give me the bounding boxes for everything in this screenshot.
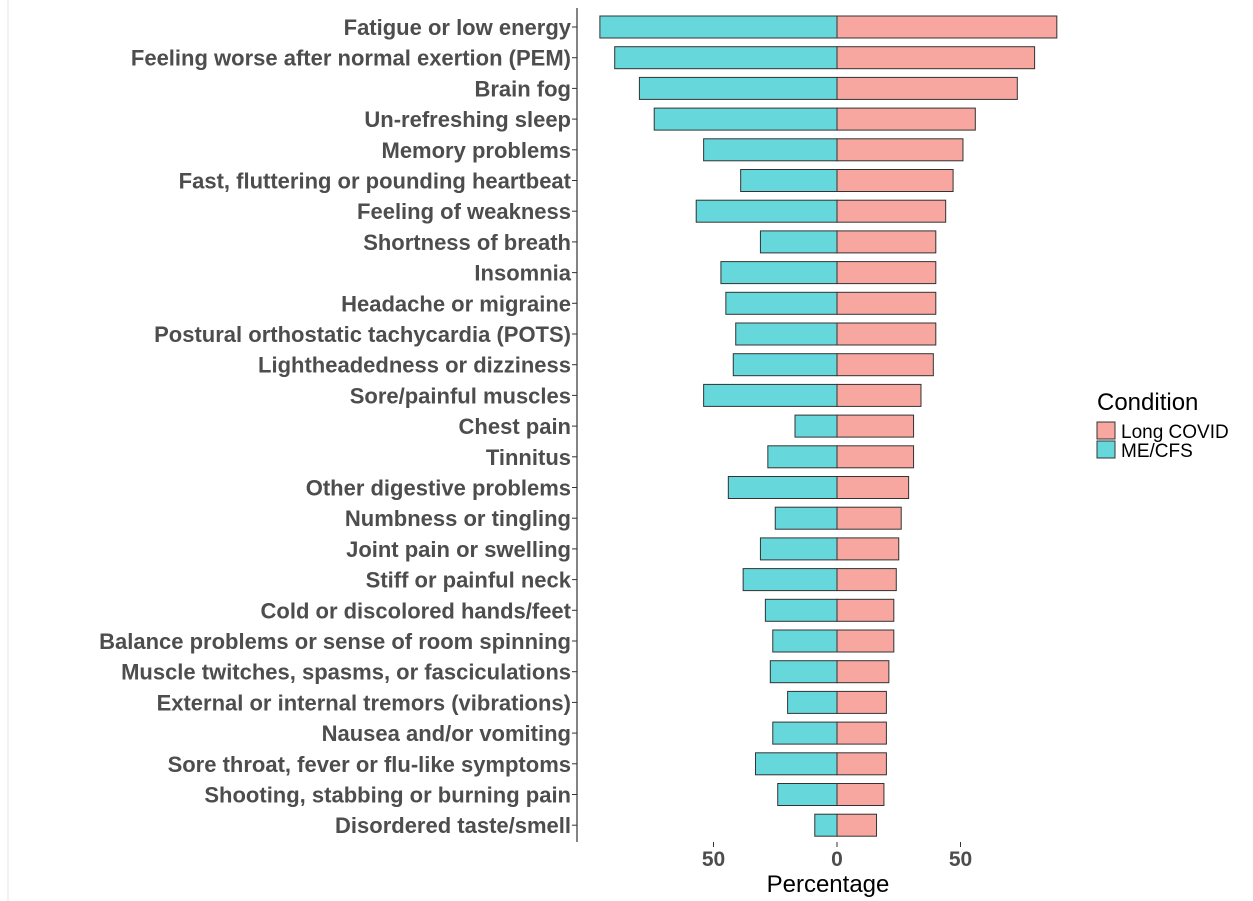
category-label-chest-pain: Chest pain bbox=[459, 414, 571, 439]
bar-long-covid-disordered-taste-smell bbox=[836, 813, 878, 837]
category-label-fast-fluttering-or-pounding-heartbeat: Fast, fluttering or pounding heartbeat bbox=[179, 169, 572, 194]
bar-me-cfs-memory-problems bbox=[703, 138, 838, 162]
category-label-lightheadedness-or-dizziness: Lightheadedness or dizziness bbox=[258, 353, 571, 378]
bar-long-covid-balance-problems-or-sense-of-room-spinning bbox=[836, 629, 895, 653]
bar-me-cfs-tinnitus bbox=[767, 445, 838, 469]
category-label-headache-or-migraine: Headache or migraine bbox=[341, 291, 571, 316]
bar-me-cfs-shortness-of-breath bbox=[759, 230, 838, 254]
bar-long-covid-un-refreshing-sleep bbox=[836, 107, 976, 131]
bar-long-covid-sore-throat-fever-or-flu-like-symptoms bbox=[836, 752, 887, 776]
category-label-sore-throat-fever-or-flu-like-symptoms: Sore throat, fever or flu-like symptoms bbox=[168, 752, 571, 777]
bar-long-covid-lightheadedness-or-dizziness bbox=[836, 353, 934, 377]
x-axis-title: Percentage bbox=[767, 871, 890, 898]
category-label-memory-problems: Memory problems bbox=[382, 138, 572, 163]
bar-me-cfs-stiff-or-painful-neck bbox=[742, 568, 838, 592]
bar-me-cfs-shooting-stabbing-or-burning-pain bbox=[777, 783, 838, 806]
bar-long-covid-external-or-internal-tremors-vibrations bbox=[836, 690, 887, 714]
category-label-feeling-of-weakness: Feeling of weakness bbox=[357, 199, 571, 224]
bar-me-cfs-feeling-of-weakness bbox=[695, 199, 838, 223]
category-label-tinnitus: Tinnitus bbox=[486, 445, 571, 470]
bar-me-cfs-headache-or-migraine bbox=[725, 291, 838, 315]
bar-me-cfs-brain-fog bbox=[638, 76, 838, 100]
category-label-nausea-and-or-vomiting: Nausea and/or vomiting bbox=[322, 721, 571, 746]
bar-me-cfs-joint-pain-or-swelling bbox=[759, 537, 838, 561]
bar-long-covid-muscle-twitches-spasms-or-fasciculations bbox=[836, 660, 890, 684]
bar-long-covid-fatigue-or-low-energy bbox=[836, 15, 1058, 39]
bar-long-covid-sore-painful-muscles bbox=[836, 383, 922, 407]
bar-me-cfs-muscle-twitches-spasms-or-fasciculations bbox=[769, 660, 838, 684]
x-axis-ticks: 50 0 50 bbox=[702, 842, 972, 871]
category-label-muscle-twitches-spasms-or-fasciculations: Muscle twitches, spasms, or fasciculatio… bbox=[121, 660, 571, 685]
legend-swatch-me-cfs bbox=[1096, 440, 1116, 459]
bar-long-covid-shooting-stabbing-or-burning-pain bbox=[836, 783, 885, 806]
bar-long-covid-stiff-or-painful-neck bbox=[836, 568, 897, 592]
bar-long-covid-feeling-worse-after-normal-exertion-pem bbox=[836, 46, 1036, 70]
category-label-joint-pain-or-swelling: Joint pain or swelling bbox=[346, 537, 571, 562]
bar-me-cfs-balance-problems-or-sense-of-room-spinning bbox=[772, 629, 838, 653]
category-label-insomnia: Insomnia bbox=[474, 261, 571, 286]
bar-long-covid-fast-fluttering-or-pounding-heartbeat bbox=[836, 169, 954, 192]
bar-long-covid-joint-pain-or-swelling bbox=[836, 537, 900, 561]
bar-me-cfs-other-digestive-problems bbox=[727, 476, 838, 499]
category-label-shooting-stabbing-or-burning-pain: Shooting, stabbing or burning pain bbox=[204, 783, 571, 808]
legend-label-long-covid: Long COVID bbox=[1121, 422, 1229, 443]
bar-long-covid-insomnia bbox=[836, 261, 937, 285]
bar-me-cfs-insomnia bbox=[720, 261, 838, 285]
bar-me-cfs-numbness-or-tingling bbox=[774, 506, 838, 530]
x-tick-label-2: 50 bbox=[949, 848, 972, 871]
bar-me-cfs-sore-throat-fever-or-flu-like-symptoms bbox=[754, 752, 838, 776]
bars-group bbox=[599, 15, 1058, 837]
bar-long-covid-postural-orthostatic-tachycardia-pots bbox=[836, 322, 937, 346]
legend-title: Condition bbox=[1097, 389, 1198, 416]
category-label-disordered-taste-smell: Disordered taste/smell bbox=[335, 813, 571, 838]
bar-me-cfs-fast-fluttering-or-pounding-heartbeat bbox=[740, 169, 838, 192]
category-label-fatigue-or-low-energy: Fatigue or low energy bbox=[344, 15, 572, 40]
bar-me-cfs-fatigue-or-low-energy bbox=[599, 15, 838, 39]
bar-me-cfs-disordered-taste-smell bbox=[814, 813, 838, 837]
bar-long-covid-shortness-of-breath bbox=[836, 230, 937, 254]
bar-me-cfs-sore-painful-muscles bbox=[703, 383, 838, 407]
category-label-cold-or-discolored-hands-feet: Cold or discolored hands/feet bbox=[261, 598, 572, 623]
bar-long-covid-numbness-or-tingling bbox=[836, 506, 902, 530]
legend-label-me-cfs: ME/CFS bbox=[1121, 441, 1193, 462]
category-label-external-or-internal-tremors-vibrations: External or internal tremors (vibrations… bbox=[157, 690, 571, 715]
bar-long-covid-tinnitus bbox=[836, 445, 915, 469]
bar-me-cfs-postural-orthostatic-tachycardia-pots bbox=[735, 322, 838, 346]
bar-me-cfs-un-refreshing-sleep bbox=[653, 107, 838, 131]
category-label-postural-orthostatic-tachycardia-pots: Postural orthostatic tachycardia (POTS) bbox=[154, 322, 571, 347]
bar-long-covid-brain-fog bbox=[836, 76, 1018, 100]
category-label-numbness-or-tingling: Numbness or tingling bbox=[345, 506, 571, 531]
bar-me-cfs-lightheadedness-or-dizziness bbox=[732, 353, 838, 377]
bar-me-cfs-cold-or-discolored-hands-feet bbox=[764, 598, 838, 622]
bar-me-cfs-external-or-internal-tremors-vibrations bbox=[787, 690, 838, 714]
bar-long-covid-other-digestive-problems bbox=[836, 476, 910, 499]
category-labels: Fatigue or low energy Feeling worse after… bbox=[99, 15, 577, 838]
bar-me-cfs-nausea-and-or-vomiting bbox=[772, 721, 838, 745]
category-label-brain-fog: Brain fog bbox=[474, 76, 571, 101]
bar-long-covid-chest-pain bbox=[836, 414, 915, 438]
category-label-other-digestive-problems: Other digestive problems bbox=[306, 476, 571, 501]
bar-long-covid-headache-or-migraine bbox=[836, 291, 937, 315]
category-label-feeling-worse-after-normal-exertion-pem: Feeling worse after normal exertion (PEM… bbox=[131, 46, 571, 71]
bar-me-cfs-feeling-worse-after-normal-exertion-pem bbox=[614, 46, 838, 70]
bar-long-covid-cold-or-discolored-hands-feet bbox=[836, 598, 895, 622]
bar-long-covid-memory-problems bbox=[836, 138, 964, 162]
bar-long-covid-feeling-of-weakness bbox=[836, 199, 947, 223]
category-label-sore-painful-muscles: Sore/painful muscles bbox=[350, 383, 571, 408]
x-tick-label-1: 0 bbox=[831, 848, 843, 871]
bar-long-covid-nausea-and-or-vomiting bbox=[836, 721, 887, 745]
category-label-stiff-or-painful-neck: Stiff or painful neck bbox=[366, 568, 572, 593]
x-tick-label-0: 50 bbox=[702, 848, 725, 871]
legend: Condition Long COVID ME/CFS bbox=[1096, 389, 1229, 462]
category-label-balance-problems-or-sense-of-room-spinning: Balance problems or sense of room spinni… bbox=[99, 629, 571, 654]
bar-me-cfs-chest-pain bbox=[794, 414, 838, 438]
category-label-shortness-of-breath: Shortness of breath bbox=[363, 230, 571, 255]
category-label-un-refreshing-sleep: Un-refreshing sleep bbox=[364, 107, 571, 132]
legend-swatch-long-covid bbox=[1096, 421, 1116, 440]
